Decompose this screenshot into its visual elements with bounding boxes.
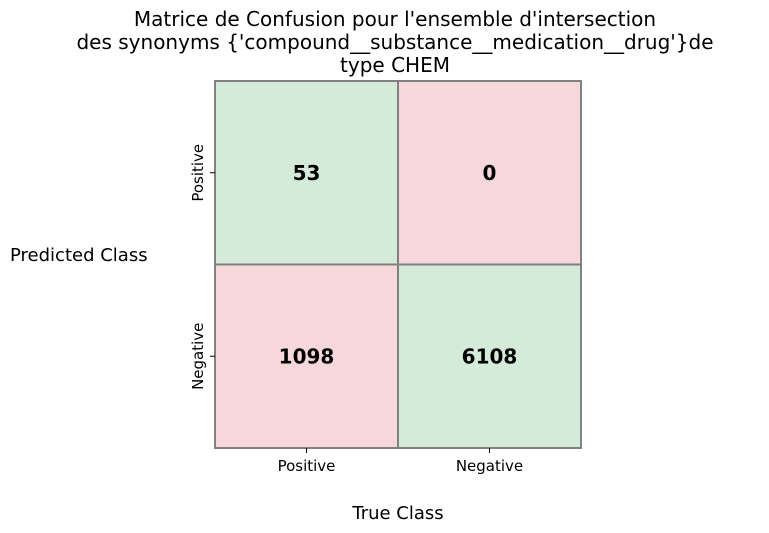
y-axis-label: Predicted Class [10,245,148,266]
cell-value-label: 0 [483,161,497,185]
chart-title-line-3: type CHEM [340,53,450,77]
cell-value-label: 53 [293,161,321,185]
x-tick-label: Negative [456,457,523,475]
cell-value-label: 1098 [279,344,335,368]
x-tick-label: Positive [278,457,336,475]
y-tick-label: Positive [189,144,207,202]
matrix-cell-2-2 [397,263,582,449]
y-tick-label: Negative [189,323,207,390]
x-axis-label: True Class [351,503,443,524]
matrix-cell-1-2 [397,80,582,266]
cell-value-label: 6108 [462,344,518,368]
chart-title-line-1: Matrice de Confusion pour l'ensemble d'i… [133,7,657,31]
chart-title: Matrice de Confusion pour l'ensemble d'i… [0,8,769,77]
chart-title-line-2: des synonyms {'compound__substance__medi… [76,30,714,54]
plot-frame [214,80,582,449]
